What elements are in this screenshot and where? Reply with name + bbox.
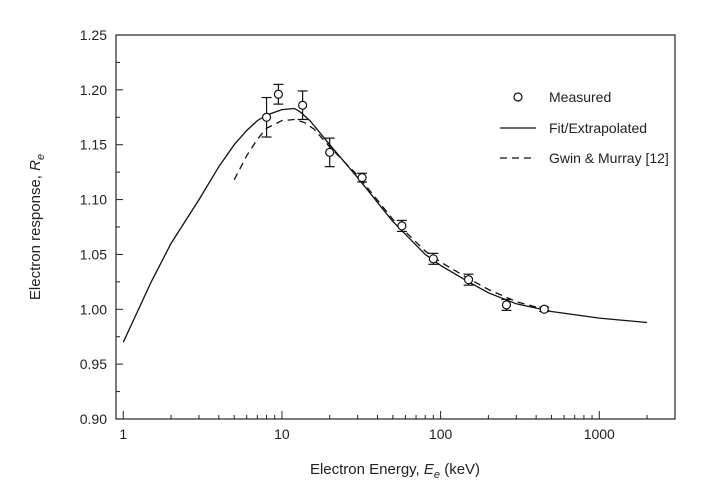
x-tick-label: 100	[429, 426, 453, 442]
y-tick-label: 0.90	[80, 411, 107, 427]
legend-measured-marker	[513, 92, 523, 102]
x-axis-title-unit: (keV)	[440, 461, 480, 478]
measured-point	[539, 304, 550, 314]
x-axis-title-symbol: E	[424, 461, 435, 478]
measured-point	[261, 96, 272, 138]
y-tick-label: 1.25	[80, 27, 107, 43]
measured-marker	[325, 147, 335, 157]
legend-label: Gwin & Murray [12]	[549, 150, 669, 166]
measured-point	[396, 219, 407, 232]
measured-point	[324, 137, 335, 168]
x-axis-title-text: Electron Energy,	[310, 461, 424, 478]
measured-marker	[428, 254, 438, 264]
measured-point	[428, 252, 439, 265]
measured-marker	[463, 275, 474, 285]
y-tick-label: 1.20	[80, 82, 107, 98]
x-tick-label: 10	[274, 426, 290, 442]
measured-marker	[501, 300, 512, 310]
measured-marker	[273, 89, 284, 99]
y-axis-title: Electron response, Re	[27, 154, 47, 300]
measured-marker	[397, 221, 407, 231]
y-axis-title-symbol: R	[27, 160, 44, 171]
series-layer	[122, 83, 648, 343]
y-axis-title-subscript: e	[35, 154, 47, 160]
measured-point	[357, 172, 368, 183]
y-tick-label: 1.05	[80, 246, 107, 262]
y-tick-label: 1.00	[80, 301, 107, 317]
axis-ticks: 0.90 0.95 1.00 1.05 1.10 1.15 1.20 1.25 1 10 100 10…	[80, 27, 676, 442]
x-tick-label: 1000	[584, 426, 615, 442]
measured-marker	[357, 173, 367, 183]
y-tick-label: 0.95	[80, 356, 107, 372]
legend-label: Measured	[549, 89, 611, 105]
measured-marker	[539, 304, 549, 314]
legend-entry: Gwin & Murray [12]	[500, 150, 669, 166]
x-axis-title: Electron Energy, Ee (keV)	[310, 461, 480, 481]
measured-point	[501, 298, 512, 311]
measured-marker	[261, 112, 272, 122]
measured-point	[297, 90, 308, 121]
measured-point	[273, 83, 284, 105]
x-tick-label: 1	[119, 426, 127, 442]
gwin-murray-line	[233, 118, 545, 310]
legend-entry: Measured	[513, 89, 611, 105]
legend-label: Fit/Extrapolated	[549, 120, 647, 136]
y-tick-label: 1.10	[80, 192, 107, 208]
x-axis-title-subscript: e	[434, 469, 440, 481]
y-axis-title-text: Electron response,	[27, 171, 44, 300]
measured-point	[463, 273, 474, 286]
y-tick-label: 1.15	[80, 137, 107, 153]
legend: Measured Fit/Extrapolated Gwin & Murray [1…	[500, 89, 669, 166]
fit-extrapolated-line	[122, 107, 648, 343]
measured-marker	[298, 100, 308, 110]
legend-entry: Fit/Extrapolated	[500, 120, 647, 136]
